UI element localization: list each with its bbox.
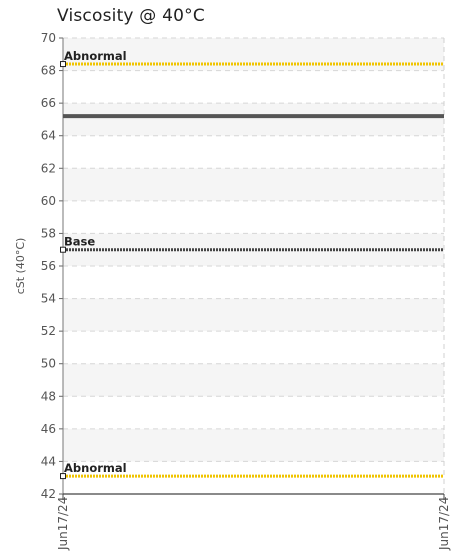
x-tick-labels: Jun17/24 Jun17/24 [56,497,451,551]
plot-band [63,168,444,201]
y-tick-label: 68 [41,64,56,78]
reference-marker [60,246,66,253]
reference-label: Abnormal [64,49,127,63]
plot-band [63,363,444,397]
y-tick-label: 50 [41,357,56,371]
reference-label: Abnormal [64,461,127,475]
y-tick-label: 66 [41,96,56,110]
y-tick-label: 64 [41,129,56,143]
grid-lines [62,37,445,494]
y-tick-label: 54 [41,292,56,306]
reference-lines: Abnormal Base Abnormal [60,49,444,480]
y-tick-label: 70 [41,31,56,45]
y-tick-label: 48 [41,389,56,403]
y-tick-label: 42 [41,487,56,501]
axes [59,37,445,500]
y-tick-label: 60 [41,194,56,208]
x-tick-label: Jun17/24 [56,497,70,551]
y-tick-label: 44 [41,454,56,468]
plot-band [63,298,444,332]
x-tick-label: Jun17/24 [437,497,451,551]
y-tick-label: 58 [41,226,56,240]
y-tick-labels: 42 44 46 48 50 52 54 56 58 60 62 64 66 68 70 [41,31,56,501]
y-tick-label: 46 [41,422,56,436]
y-tick-label: 52 [41,324,56,338]
reference-marker [60,61,66,68]
y-tick-label: 56 [41,259,56,273]
reference-marker [60,473,66,480]
y-tick-label: 62 [41,161,56,175]
plot-band [63,103,444,136]
reference-label: Base [64,235,95,249]
plot-band [63,428,444,462]
y-axis-label: cSt (40°C) [14,238,27,295]
chart-title: Viscosity @ 40°C [57,6,205,26]
